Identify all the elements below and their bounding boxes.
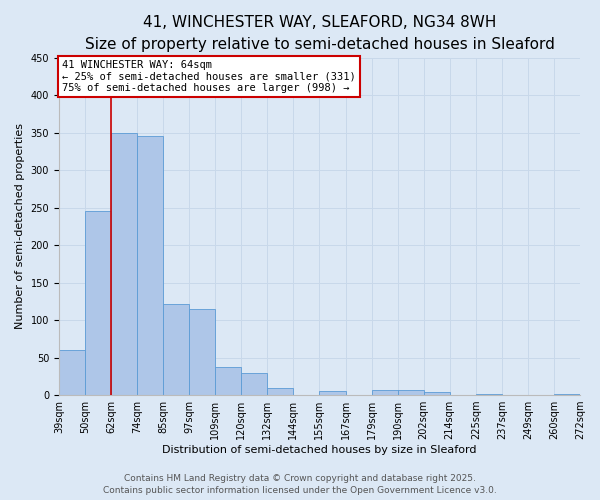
Y-axis label: Number of semi-detached properties: Number of semi-detached properties [15,124,25,330]
Bar [554,394,580,395]
Bar [137,136,163,395]
Text: 41 WINCHESTER WAY: 64sqm
← 25% of semi-detached houses are smaller (331)
75% of : 41 WINCHESTER WAY: 64sqm ← 25% of semi-d… [62,60,356,93]
Bar [268,388,293,395]
Bar [163,304,189,395]
Text: Contains HM Land Registry data © Crown copyright and database right 2025.
Contai: Contains HM Land Registry data © Crown c… [103,474,497,495]
Bar [319,390,346,395]
Bar [476,394,502,395]
Bar [111,132,137,395]
Bar [398,390,424,395]
Bar [59,350,85,395]
Bar [189,309,215,395]
X-axis label: Distribution of semi-detached houses by size in Sleaford: Distribution of semi-detached houses by … [162,445,477,455]
Bar [215,366,241,395]
Bar [241,374,268,395]
Bar [85,212,111,395]
Bar [424,392,450,395]
Bar [371,390,398,395]
Title: 41, WINCHESTER WAY, SLEAFORD, NG34 8WH
Size of property relative to semi-detache: 41, WINCHESTER WAY, SLEAFORD, NG34 8WH S… [85,15,554,52]
